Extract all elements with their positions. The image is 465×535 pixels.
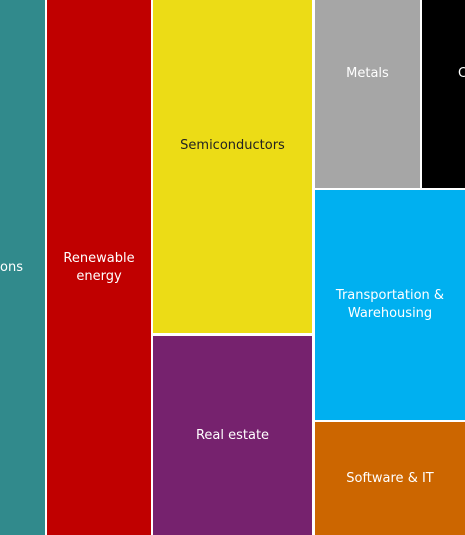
tile: Metals: [315, 0, 420, 188]
tile-label: Renewable energy: [63, 250, 135, 284]
tile-label: Software & IT: [346, 470, 434, 486]
tile: Transportation & Warehousing: [315, 190, 465, 420]
tile: Real estate: [153, 336, 312, 535]
tile-label: C: [458, 66, 465, 81]
tile-label: ons: [0, 259, 23, 275]
tile-label: Metals: [346, 66, 389, 81]
tile: ons: [0, 0, 45, 535]
tile-label: Semiconductors: [180, 138, 285, 153]
tile-label: Real estate: [195, 427, 270, 443]
tile: C: [422, 0, 465, 188]
tile: Semiconductors: [153, 0, 312, 333]
tile-label: Transportation & Warehousing: [335, 288, 445, 321]
tile: Software & IT: [315, 422, 465, 535]
tile: Renewable energy: [47, 0, 151, 535]
